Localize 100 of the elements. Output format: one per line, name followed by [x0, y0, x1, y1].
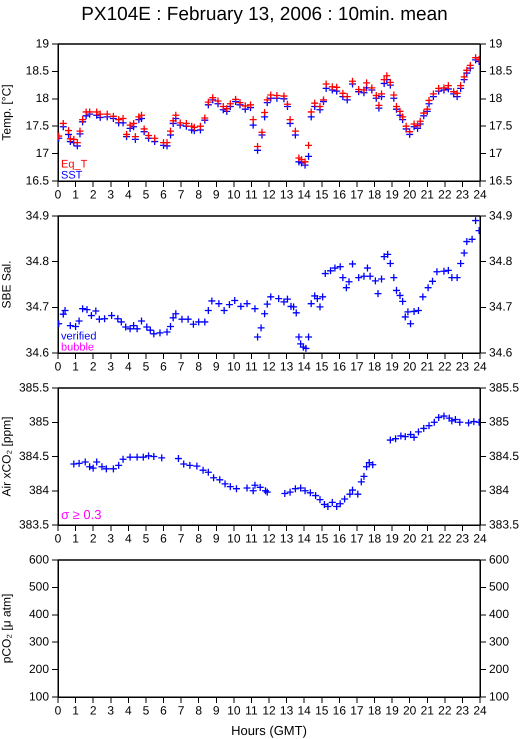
x-tick-label: 1 — [72, 188, 80, 202]
y2-tick-label: 19 — [489, 36, 503, 50]
y2-tick-label: 400 — [489, 607, 510, 622]
x-tick-label: 15 — [315, 360, 329, 374]
x-tick-label: 24 — [473, 704, 487, 718]
y2-tick-label: 17 — [489, 146, 503, 160]
x-tick-label: 18 — [368, 188, 382, 202]
x-tick-label: 17 — [350, 704, 364, 718]
x-tick-label: 14 — [297, 532, 312, 546]
x-tick-label: 22 — [438, 188, 452, 202]
y-tick-label: 17 — [36, 146, 50, 160]
y2-tick-label: 16.5 — [489, 173, 513, 188]
y-tick-label: 17.5 — [26, 118, 50, 133]
y2-tick-label: 18.5 — [489, 64, 513, 78]
y-axis-title: pCO₂ [μ atm] — [0, 594, 14, 664]
x-tick-label: 23 — [456, 188, 470, 202]
x-tick-label: 13 — [280, 188, 294, 202]
x-tick-label: 14 — [297, 188, 312, 202]
x-tick-label: 11 — [245, 704, 258, 718]
x-tick-label: 4 — [124, 704, 132, 718]
x-tick-label: 12 — [262, 532, 276, 546]
x-tick-label: 2 — [90, 360, 97, 374]
x-tick-label: 5 — [142, 704, 150, 718]
x-tick-label: 18 — [368, 704, 382, 718]
y-axis-title: SBE Sal. — [0, 260, 14, 309]
y-tick-label: 34.7 — [26, 300, 50, 314]
x-tick-label: 13 — [280, 532, 294, 546]
x-tick-label: 16 — [332, 188, 346, 202]
x-tick-label: 13 — [280, 360, 294, 374]
x-tick-label: 0 — [54, 704, 62, 718]
x-tick-label: 16 — [332, 532, 346, 546]
x-tick-label: 20 — [402, 360, 417, 374]
x-tick-label: 22 — [438, 360, 452, 374]
x-tick-label: 21 — [420, 532, 434, 546]
y-tick-label: 18.5 — [26, 64, 50, 78]
y2-tick-label: 34.8 — [489, 254, 513, 268]
x-tick-label: 0 — [54, 360, 62, 374]
y-tick-label: 600 — [28, 552, 50, 566]
x-tick-label: 3 — [107, 532, 114, 546]
x-tick-label: 15 — [315, 704, 329, 718]
x-tick-label: 8 — [195, 532, 202, 546]
x-tick-label: 20 — [402, 188, 417, 202]
x-tick-label: 20 — [402, 704, 417, 718]
y-tick-label: 384.5 — [18, 448, 50, 463]
y2-tick-label: 500 — [489, 580, 510, 594]
legend-label: bubble — [61, 342, 94, 354]
x-tick-label: 0 — [54, 532, 62, 546]
x-tick-label: 10 — [227, 704, 241, 718]
x-tick-label: 16 — [332, 360, 346, 374]
y2-tick-label: 383.5 — [489, 517, 520, 532]
x-axis-title: Hours (GMT) — [231, 722, 307, 738]
x-tick-label: 7 — [178, 188, 185, 202]
x-tick-label: 20 — [402, 532, 417, 546]
y2-tick-label: 384.5 — [489, 448, 520, 463]
x-tick-label: 19 — [385, 532, 400, 546]
x-tick-label: 15 — [315, 532, 329, 546]
x-tick-label: 12 — [262, 704, 276, 718]
x-tick-label: 8 — [195, 704, 202, 718]
y2-tick-label: 34.7 — [489, 300, 513, 314]
series-label: Eq_T — [61, 158, 88, 171]
chart-title: PX104E : February 13, 2006 : 10min. mean — [80, 4, 449, 26]
y2-tick-label: 34.9 — [489, 208, 513, 222]
x-tick-label: 2 — [90, 704, 97, 718]
y2-tick-label: 18 — [489, 91, 503, 106]
x-tick-label: 7 — [178, 532, 185, 546]
y2-tick-label: 200 — [489, 662, 510, 676]
x-tick-label: 6 — [160, 188, 168, 202]
x-tick-label: 17 — [350, 532, 364, 546]
x-tick-label: 11 — [245, 532, 258, 546]
x-tick-label: 23 — [456, 704, 470, 718]
y-tick-label: 34.9 — [26, 208, 50, 222]
x-tick-label: 19 — [385, 704, 400, 718]
x-tick-label: 6 — [160, 532, 168, 546]
y2-tick-label: 100 — [489, 689, 510, 704]
x-tick-label: 5 — [142, 360, 150, 374]
x-tick-label: 3 — [107, 704, 114, 718]
x-tick-label: 1 — [72, 360, 80, 374]
x-tick-label: 6 — [160, 360, 168, 374]
y2-tick-label: 385 — [489, 414, 510, 429]
y-tick-label: 384 — [28, 483, 50, 498]
y-tick-label: 400 — [28, 607, 50, 622]
y2-tick-label: 34.6 — [489, 345, 513, 360]
y-axis-title: Air xCO₂ [ppm] — [0, 416, 14, 497]
x-tick-label: 24 — [473, 188, 487, 202]
x-tick-label: 14 — [297, 360, 312, 374]
x-tick-label: 3 — [107, 360, 114, 374]
x-tick-label: 7 — [178, 704, 185, 718]
x-tick-label: 23 — [456, 532, 470, 546]
x-tick-label: 2 — [90, 532, 97, 546]
x-tick-label: 6 — [160, 704, 168, 718]
x-tick-label: 17 — [350, 188, 364, 202]
y-tick-label: 34.6 — [26, 345, 50, 360]
x-tick-label: 9 — [212, 188, 220, 202]
y2-tick-label: 300 — [489, 634, 510, 649]
x-tick-label: 5 — [142, 532, 150, 546]
x-tick-label: 21 — [420, 360, 434, 374]
x-tick-label: 16 — [332, 704, 346, 718]
x-tick-label: 18 — [368, 532, 382, 546]
y-tick-label: 300 — [28, 634, 50, 649]
x-tick-label: 4 — [124, 532, 132, 546]
